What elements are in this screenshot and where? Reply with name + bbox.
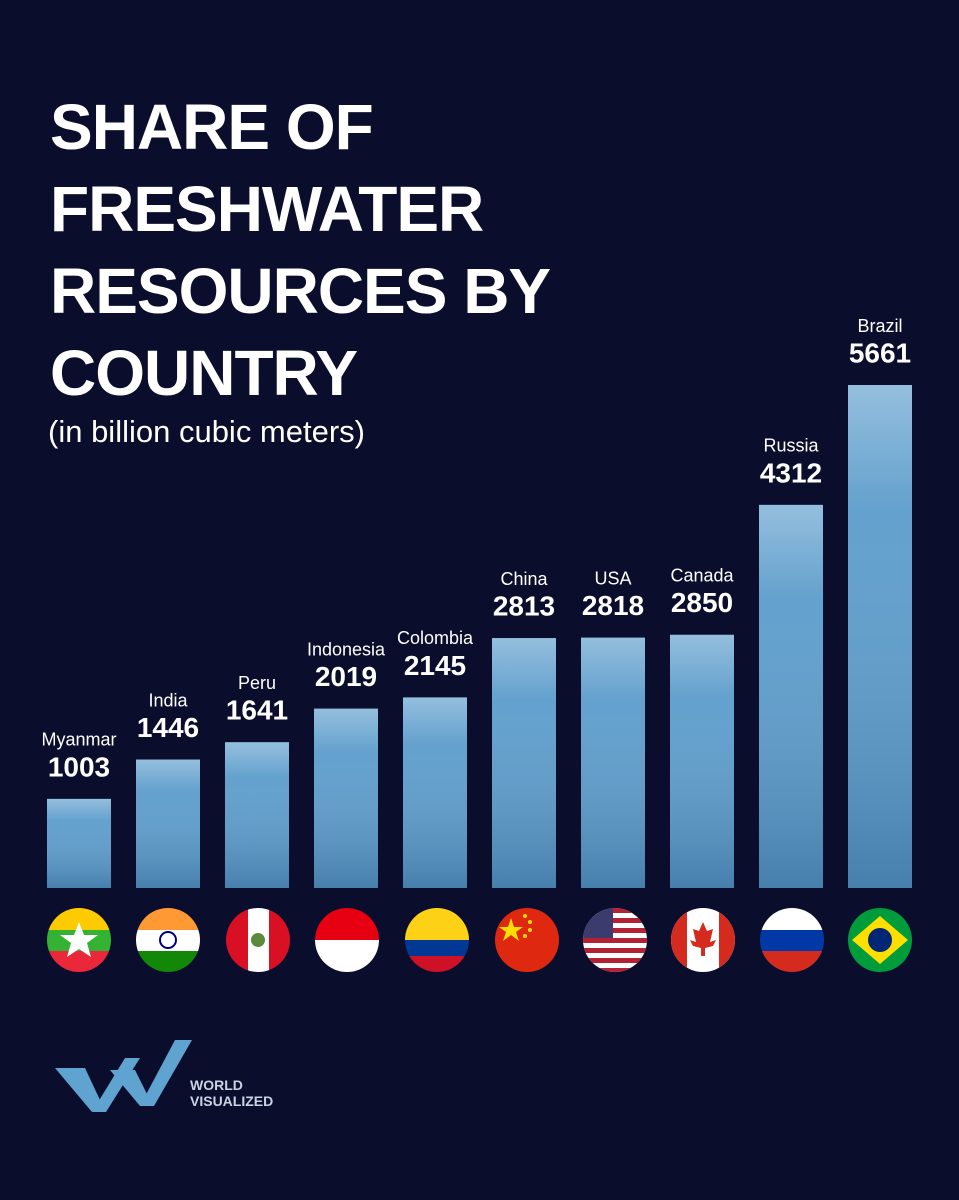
bar-shade [47,798,111,888]
flag-indonesia [315,908,379,972]
category-label: China [500,569,548,589]
flag-russia [760,908,824,972]
title: SHARE OF FRESHWATER RESOURCES BY COUNTRY [50,91,550,409]
bar-shade [670,634,734,888]
value-label: 2818 [582,590,644,621]
category-label: Colombia [397,628,474,648]
value-label: 1446 [137,712,199,743]
value-label: 2145 [404,650,466,681]
flag-india [136,908,200,972]
bar-shade [759,504,823,888]
category-label: Russia [763,436,819,456]
bar-shade [492,638,556,888]
value-label: 1641 [226,695,288,726]
category-label: India [148,690,188,710]
category-label: Myanmar [41,730,116,750]
value-label: 1003 [48,751,110,782]
value-label: 2850 [671,587,733,618]
category-label: Brazil [857,316,902,336]
subtitle: (in billion cubic meters) [48,414,365,449]
flag-colombia [405,908,469,972]
logo-mark [55,1040,192,1112]
flag-brazil [848,908,912,972]
category-label: Indonesia [307,639,386,659]
bar-shade [314,708,378,888]
bar-shade [225,742,289,888]
category-label: Peru [238,673,276,693]
value-label: 5661 [849,337,911,368]
flag-myanmar [47,908,111,972]
flag-canada [671,908,735,972]
bar-shade [848,385,912,888]
bar-shade [403,697,467,888]
value-label: 4312 [760,457,822,488]
flag-usa [583,908,647,972]
value-label: 2813 [493,590,555,621]
flags [47,908,912,972]
category-label: USA [594,568,631,588]
category-label: Canada [670,566,734,586]
bar-shade [136,759,200,888]
value-label: 2019 [315,661,377,692]
flag-china [495,908,559,972]
logo-text: WORLD VISUALIZED [190,1077,274,1109]
bar-shade [581,637,645,888]
flag-peru [226,908,290,972]
